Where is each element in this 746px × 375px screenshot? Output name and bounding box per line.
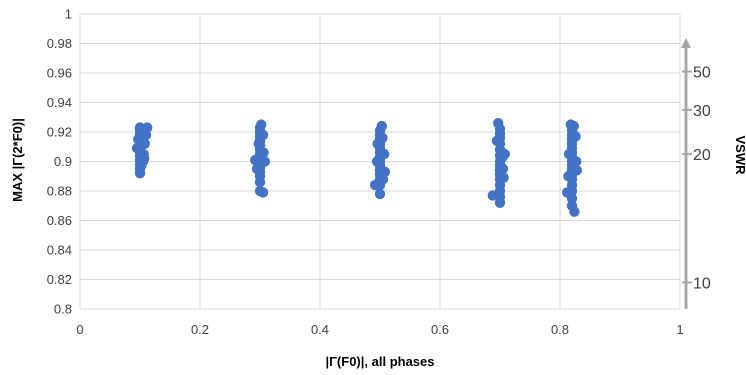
data-point	[569, 206, 580, 217]
data-point	[487, 190, 498, 201]
x-axis-title: |Γ(F0)|, all phases	[325, 354, 434, 369]
data-point	[377, 132, 388, 144]
x-tick-label: 0.6	[431, 322, 449, 337]
data-point	[571, 165, 582, 176]
data-point	[370, 179, 381, 191]
data-point	[259, 156, 270, 167]
y-tick-label: 0.8	[54, 302, 72, 317]
data-point	[563, 171, 574, 182]
data-point	[253, 138, 264, 149]
data-point	[139, 153, 150, 164]
x-tick-label: 1	[676, 322, 683, 337]
vswr-tick-label: 10	[693, 275, 711, 292]
data-point	[251, 163, 263, 175]
vswr-tick-label: 30	[693, 103, 711, 120]
data-point	[250, 154, 261, 166]
y-tick-label: 0.82	[47, 272, 72, 287]
data-points	[131, 117, 582, 217]
data-point	[377, 174, 389, 185]
y-tick-label: 1	[65, 7, 72, 22]
axes: 0.8 0.82 0.84 0.86 0.88 0.9 0.92 0.94 0.96 0.98 1 0…	[47, 7, 684, 338]
data-point	[379, 148, 390, 160]
data-point	[257, 129, 269, 141]
y-tick-label: 0.88	[47, 184, 72, 199]
data-point	[136, 126, 147, 138]
y-tick-label: 0.84	[47, 243, 72, 258]
x-tick-label: 0.2	[191, 322, 209, 337]
data-point	[491, 135, 503, 147]
data-point	[493, 117, 504, 129]
data-point	[499, 148, 510, 160]
x-tick-label: 0	[76, 322, 83, 337]
y-tick-label: 0.86	[47, 213, 72, 228]
x-tick-label: 0.8	[551, 322, 569, 337]
y-axis-title: MAX |Γ(2*F0)|	[10, 118, 25, 202]
vswr-axis-title: VSWR	[733, 136, 746, 176]
x-tick-label: 0.4	[311, 322, 329, 337]
data-point	[376, 120, 387, 132]
data-point	[131, 143, 143, 154]
data-point	[374, 188, 386, 200]
data-point	[497, 163, 509, 175]
vswr-tick-label: 50	[693, 65, 711, 82]
data-point	[257, 187, 269, 198]
data-point	[498, 172, 509, 183]
y-tick-label: 0.9	[54, 154, 72, 169]
y-tick-label: 0.94	[47, 95, 72, 110]
y-tick-label: 0.96	[47, 66, 72, 81]
data-point	[371, 156, 383, 167]
y-tick-label: 0.92	[47, 125, 72, 140]
data-point	[258, 147, 269, 158]
data-point	[562, 187, 573, 198]
data-point	[563, 148, 575, 160]
data-point	[256, 119, 267, 130]
vswr-axis: 10 20 30 50	[681, 38, 711, 309]
vswr-tick-label: 20	[693, 147, 711, 164]
data-point	[568, 120, 579, 132]
data-point	[570, 131, 581, 142]
y-tick-label: 0.98	[47, 36, 72, 51]
data-point	[571, 156, 582, 167]
vswr-axis-arrowhead	[681, 38, 691, 48]
